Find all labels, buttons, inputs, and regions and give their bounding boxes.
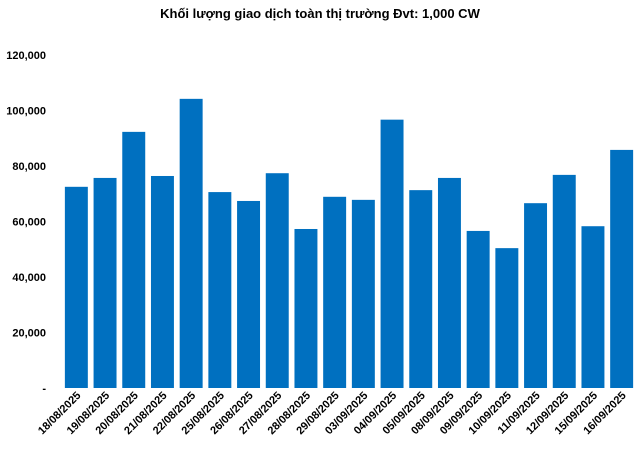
y-tick-label: 120,000 [6, 50, 46, 62]
y-tick-label: - [42, 383, 46, 395]
bar [409, 190, 433, 388]
bar [294, 228, 318, 388]
bar [179, 98, 203, 388]
bar [466, 230, 490, 388]
bar [265, 173, 289, 388]
x-axis: 18/08/202519/08/202520/08/202521/08/2025… [36, 390, 629, 437]
chart-title: Khối lượng giao dịch toàn thị trường Đvt… [160, 6, 480, 21]
bar [64, 186, 88, 388]
bar [524, 203, 548, 388]
bar [495, 248, 519, 388]
y-tick-label: 40,000 [12, 272, 46, 284]
bar [437, 177, 461, 388]
bar [93, 177, 117, 388]
bar [323, 196, 347, 388]
y-tick-label: 20,000 [12, 328, 46, 340]
bar [552, 174, 576, 388]
bar [150, 175, 174, 388]
y-axis: - 20,000 40,000 60,000 80,000 100,000 120,000 [6, 50, 46, 395]
bar [380, 119, 404, 388]
bar [208, 192, 232, 388]
bar [610, 149, 634, 388]
bar [581, 226, 605, 388]
bar [237, 200, 261, 388]
y-tick-label: 100,000 [6, 106, 46, 118]
y-tick-label: 80,000 [12, 161, 46, 173]
y-tick-label: 60,000 [12, 217, 46, 229]
bar [122, 131, 146, 388]
bar [351, 199, 375, 388]
bars [64, 98, 634, 388]
